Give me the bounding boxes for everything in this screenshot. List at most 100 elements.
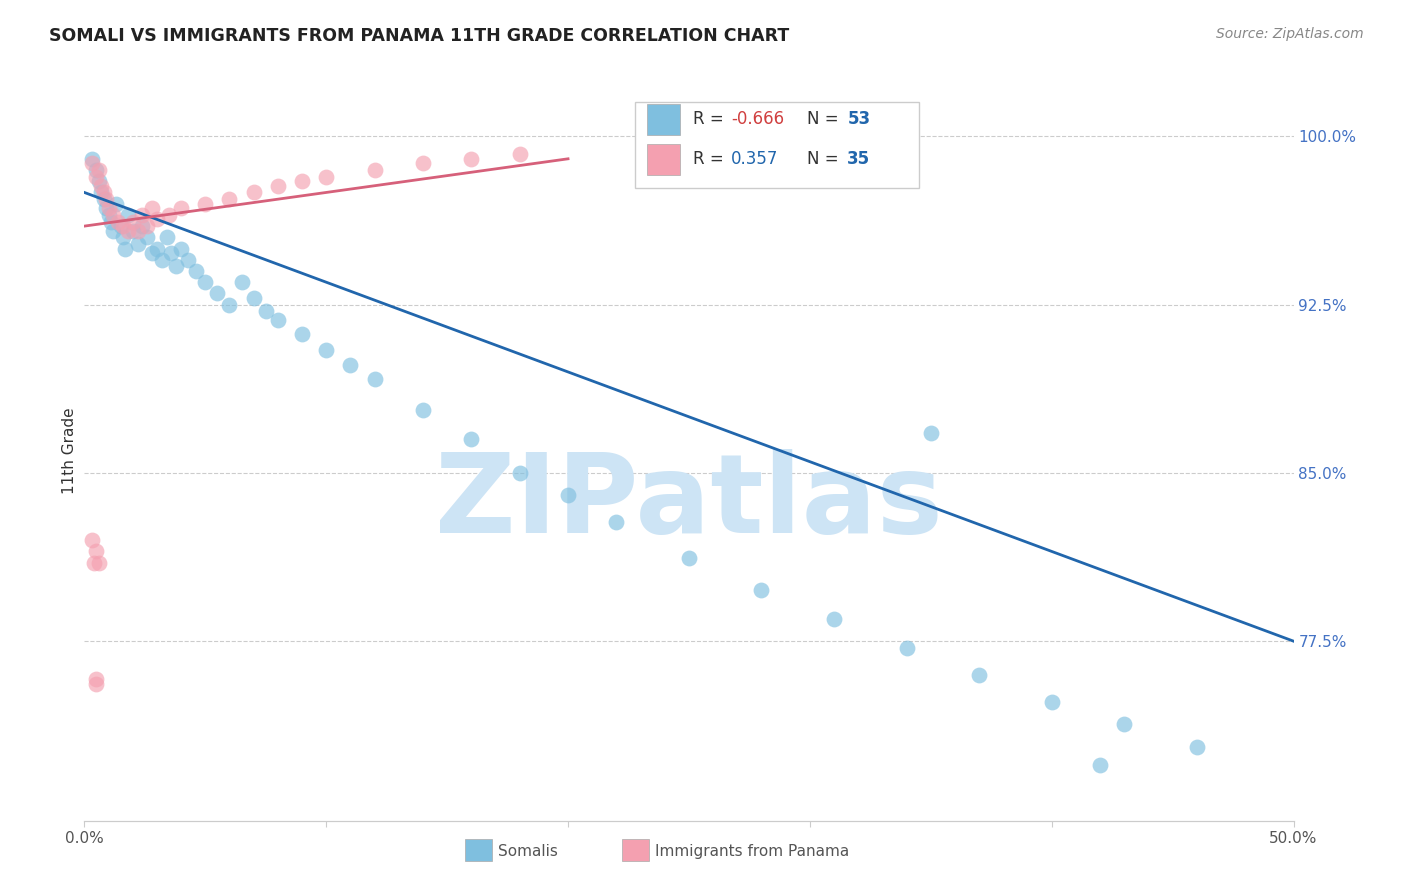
Point <box>751 582 773 597</box>
Text: R =: R = <box>693 111 728 128</box>
Point <box>1114 717 1136 731</box>
Text: N =: N = <box>807 151 845 169</box>
Text: 0.357: 0.357 <box>731 151 779 169</box>
Point <box>218 298 240 312</box>
FancyBboxPatch shape <box>465 839 492 862</box>
Point <box>97 201 120 215</box>
Point <box>80 152 103 166</box>
Point <box>94 201 117 215</box>
Point <box>121 224 143 238</box>
Point <box>242 186 264 200</box>
FancyBboxPatch shape <box>634 103 918 187</box>
Point <box>131 219 153 233</box>
Point <box>90 186 112 200</box>
Text: Source: ZipAtlas.com: Source: ZipAtlas.com <box>1216 27 1364 41</box>
Point <box>100 214 122 228</box>
Point <box>194 275 217 289</box>
Point <box>136 219 159 233</box>
Point <box>267 178 290 193</box>
Point <box>605 515 627 529</box>
Point <box>184 264 207 278</box>
Point <box>412 156 434 170</box>
Text: SOMALI VS IMMIGRANTS FROM PANAMA 11TH GRADE CORRELATION CHART: SOMALI VS IMMIGRANTS FROM PANAMA 11TH GR… <box>49 27 789 45</box>
Point <box>86 677 108 691</box>
Point <box>896 640 918 655</box>
FancyBboxPatch shape <box>623 839 650 862</box>
Point <box>121 214 143 228</box>
Point <box>231 275 253 289</box>
Point <box>460 432 482 446</box>
Point <box>160 246 183 260</box>
Point <box>110 219 132 233</box>
Point <box>1040 695 1063 709</box>
Text: N =: N = <box>807 111 845 128</box>
Point <box>80 533 103 548</box>
Point <box>157 208 180 222</box>
Point <box>291 174 314 188</box>
Point <box>315 169 337 184</box>
Point <box>509 147 531 161</box>
Point <box>363 372 385 386</box>
Point <box>87 163 110 178</box>
Point <box>146 242 169 256</box>
Point <box>920 425 942 440</box>
Point <box>97 208 120 222</box>
Point <box>170 242 193 256</box>
Point <box>87 556 110 570</box>
Point <box>94 192 117 206</box>
Point <box>104 196 127 211</box>
Point <box>557 488 579 502</box>
Point <box>86 673 108 687</box>
Point <box>112 230 135 244</box>
Point <box>86 163 108 178</box>
Point <box>967 668 990 682</box>
Point <box>80 156 103 170</box>
Point <box>254 304 277 318</box>
Point <box>242 291 264 305</box>
Text: 35: 35 <box>848 151 870 169</box>
Point <box>218 192 240 206</box>
Text: 53: 53 <box>848 111 870 128</box>
Point <box>194 196 217 211</box>
Point <box>127 237 149 252</box>
Point <box>509 466 531 480</box>
Point <box>363 163 385 178</box>
Point <box>141 201 163 215</box>
Point <box>103 224 125 238</box>
Point <box>165 260 187 274</box>
Point <box>90 178 112 193</box>
Point <box>1088 757 1111 772</box>
Point <box>117 224 139 238</box>
Point <box>136 230 159 244</box>
Point <box>141 246 163 260</box>
Point <box>114 242 136 256</box>
Point <box>87 174 110 188</box>
Point <box>93 192 115 206</box>
Point <box>339 358 361 372</box>
Text: -0.666: -0.666 <box>731 111 785 128</box>
Point <box>86 169 108 184</box>
Text: ZIPatlas: ZIPatlas <box>434 449 943 556</box>
Point <box>155 230 177 244</box>
Point <box>93 186 115 200</box>
FancyBboxPatch shape <box>647 103 681 135</box>
Point <box>150 252 173 267</box>
Point <box>177 252 200 267</box>
Text: Immigrants from Panama: Immigrants from Panama <box>655 844 849 859</box>
Point <box>107 214 129 228</box>
Y-axis label: 11th Grade: 11th Grade <box>62 407 77 494</box>
Point <box>678 551 700 566</box>
Point <box>412 403 434 417</box>
Text: Somalis: Somalis <box>498 844 558 859</box>
FancyBboxPatch shape <box>647 144 681 175</box>
Point <box>86 544 108 558</box>
Point <box>460 152 482 166</box>
Point <box>1185 739 1208 754</box>
Point <box>315 343 337 357</box>
Point <box>291 326 314 341</box>
Point <box>117 208 139 222</box>
Text: R =: R = <box>693 151 734 169</box>
Point <box>127 224 149 238</box>
Point <box>207 286 229 301</box>
Point <box>83 556 105 570</box>
